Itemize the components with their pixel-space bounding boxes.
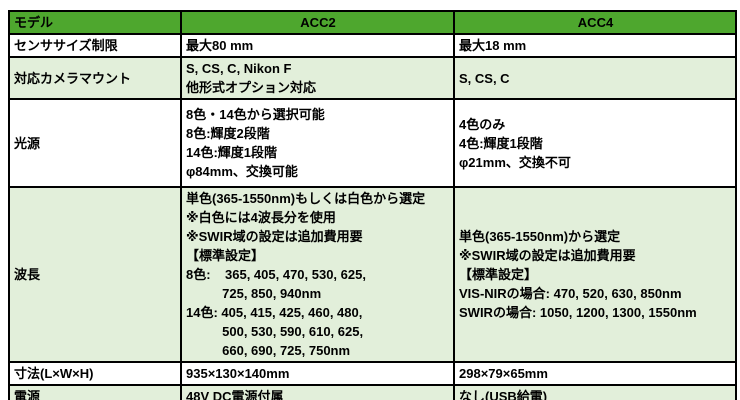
table-row-wavelength: 波長 単色(365-1550nm)もしくは白色から選定 ※白色には4波長分を使用… (8, 186, 737, 363)
spec-comparison-table: モデル ACC2 ACC4 センササイズ制限 最大80 mm 最大18 mm 対… (8, 10, 737, 400)
cell-wavelength-acc4: 単色(365-1550nm)から選定 ※SWIR域の設定は追加費用要 【標準設定… (453, 186, 737, 363)
cell-power-acc4: なし(USB給電) (453, 384, 737, 400)
cell-power-acc2: 48V DC電源付属 (180, 384, 455, 400)
cell-dimensions-acc2: 935×130×140mm (180, 361, 455, 386)
row-label-power: 電源 (8, 384, 182, 400)
row-label-sensor-size: センササイズ制限 (8, 33, 182, 58)
row-label-wavelength: 波長 (8, 186, 182, 363)
table-row-power: 電源 48V DC電源付属 なし(USB給電) (8, 384, 737, 400)
header-acc4: ACC4 (453, 10, 737, 35)
header-acc2: ACC2 (180, 10, 455, 35)
table-row-light-source: 光源 8色・14色から選択可能 8色:輝度2段階 14色:輝度1段階 φ84mm… (8, 98, 737, 188)
cell-sensor-size-acc2: 最大80 mm (180, 33, 455, 58)
table-row-camera-mount: 対応カメラマウント S, CS, C, Nikon F 他形式オプション対応 S… (8, 56, 737, 100)
header-model: モデル (8, 10, 182, 35)
table-row-sensor-size: センササイズ制限 最大80 mm 最大18 mm (8, 33, 737, 58)
table-header-row: モデル ACC2 ACC4 (8, 10, 737, 35)
cell-light-source-acc2: 8色・14色から選択可能 8色:輝度2段階 14色:輝度1段階 φ84mm、交換… (180, 98, 455, 188)
cell-camera-mount-acc2: S, CS, C, Nikon F 他形式オプション対応 (180, 56, 455, 100)
row-label-camera-mount: 対応カメラマウント (8, 56, 182, 100)
row-label-dimensions: 寸法(L×W×H) (8, 361, 182, 386)
cell-light-source-acc4: 4色のみ 4色:輝度1段階 φ21mm、交換不可 (453, 98, 737, 188)
cell-dimensions-acc4: 298×79×65mm (453, 361, 737, 386)
row-label-light-source: 光源 (8, 98, 182, 188)
cell-wavelength-acc2: 単色(365-1550nm)もしくは白色から選定 ※白色には4波長分を使用 ※S… (180, 186, 455, 363)
cell-camera-mount-acc4: S, CS, C (453, 56, 737, 100)
cell-sensor-size-acc4: 最大18 mm (453, 33, 737, 58)
table-row-dimensions: 寸法(L×W×H) 935×130×140mm 298×79×65mm (8, 361, 737, 386)
